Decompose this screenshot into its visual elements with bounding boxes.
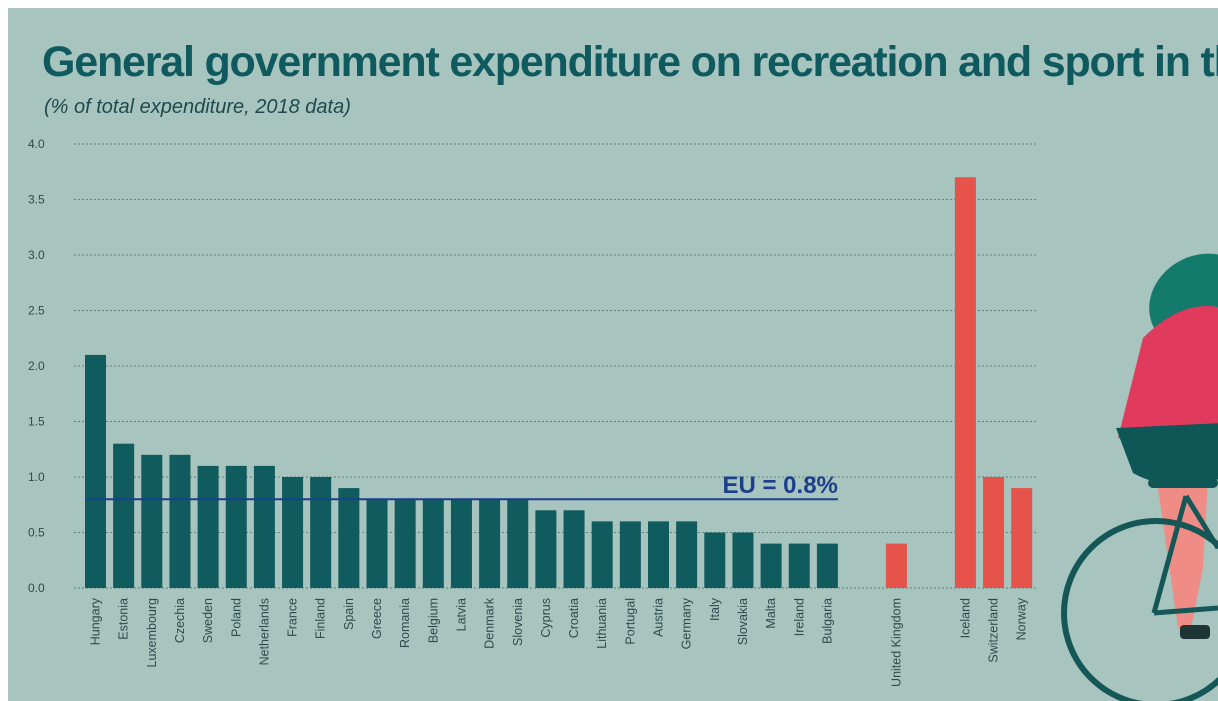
category-label: Czechia (173, 598, 187, 643)
y-tick-label: 1.5 (28, 415, 45, 429)
chart-title: General government expenditure on recrea… (42, 38, 1218, 86)
category-label: Luxembourg (145, 598, 159, 668)
chart-subtitle: (% of total expenditure, 2018 data) (44, 96, 351, 118)
bar-croatia (563, 510, 585, 588)
category-label: Poland (229, 598, 243, 637)
bar-hungary (85, 354, 106, 588)
category-label: Latvia (454, 598, 468, 631)
bar-iceland (954, 177, 976, 589)
chart-panel: General government expenditure on recrea… (8, 8, 1218, 701)
cyclist-illustration-icon (1061, 253, 1218, 701)
category-label: Bulgaria (820, 598, 834, 644)
category-label: Denmark (483, 597, 497, 648)
category-label: Slovakia (736, 598, 750, 645)
y-tick-label: 3.0 (28, 248, 45, 262)
y-tick-label: 4.0 (28, 137, 45, 151)
y-tick-label: 1.0 (28, 470, 45, 484)
category-label: Norway (1015, 597, 1029, 640)
category-label: Croatia (567, 598, 581, 638)
bar-bulgaria (816, 543, 838, 588)
category-label: Greece (370, 598, 384, 639)
category-label: Germany (680, 597, 694, 649)
bar-portugal (619, 521, 641, 588)
bar-united-kingdom (885, 543, 907, 588)
bar-slovakia (732, 532, 754, 588)
category-label: Malta (764, 598, 778, 629)
category-label: Sweden (201, 598, 215, 643)
bar-malta (760, 543, 782, 588)
bar-austria (648, 521, 669, 588)
bar-lithuania (591, 521, 613, 588)
bar-finland (310, 477, 332, 588)
bar-france (282, 477, 304, 588)
bar-denmark (479, 499, 501, 588)
y-tick-label: 0.0 (28, 581, 45, 595)
bar-cyprus (535, 510, 557, 588)
y-tick-label: 2.0 (28, 359, 45, 373)
category-label: Cyprus (539, 598, 553, 638)
category-label: Romania (398, 598, 412, 648)
bar-ireland (788, 543, 810, 588)
bar-switzerland (983, 477, 1005, 588)
bar-czechia (169, 454, 191, 588)
bar-norway (1011, 488, 1033, 588)
y-tick-label: 2.5 (28, 304, 45, 318)
category-labels: Hungary Estonia Luxembourg Czechia Sweden Pol… (89, 597, 1029, 687)
bar-spain (338, 488, 360, 588)
bar-poland (225, 465, 247, 588)
bar-sweden (197, 465, 219, 588)
bar-germany (676, 521, 698, 588)
category-label: Estonia (117, 598, 131, 640)
category-label: Spain (342, 598, 356, 630)
category-label: Iceland (958, 598, 972, 638)
category-label: France (286, 598, 300, 637)
category-label: Ireland (792, 598, 806, 636)
category-label: United Kingdom (889, 598, 903, 687)
category-label: Italy (708, 597, 722, 621)
bar-netherlands (253, 465, 275, 588)
category-label: Netherlands (257, 598, 271, 665)
y-tick-label: 3.5 (28, 193, 45, 207)
bar-italy (704, 532, 726, 588)
y-tick-label: 0.5 (28, 526, 45, 540)
category-label: Slovenia (511, 598, 525, 646)
bar-chart: 0.0 0.5 1.0 1.5 2.0 2.5 3.0 3.5 4.0 EU = 0.8% Hu… (28, 137, 1218, 701)
category-label: Finland (314, 598, 328, 639)
category-label: Belgium (426, 598, 440, 643)
category-label: Austria (652, 598, 666, 637)
bar-romania (394, 499, 416, 588)
bar-greece (366, 499, 388, 588)
eu-average: EU = 0.8% (85, 472, 838, 501)
bar-latvia (450, 499, 472, 588)
bars (85, 177, 1033, 589)
eu-average-label: EU = 0.8% (722, 472, 837, 499)
bar-luxembourg (141, 454, 163, 588)
category-label: Hungary (89, 597, 103, 645)
bar-slovenia (507, 499, 529, 588)
category-label: Lithuania (595, 598, 609, 649)
category-label: Portugal (623, 598, 637, 645)
bar-estonia (113, 443, 135, 588)
category-label: Switzerland (987, 598, 1001, 663)
bar-belgium (422, 499, 444, 588)
